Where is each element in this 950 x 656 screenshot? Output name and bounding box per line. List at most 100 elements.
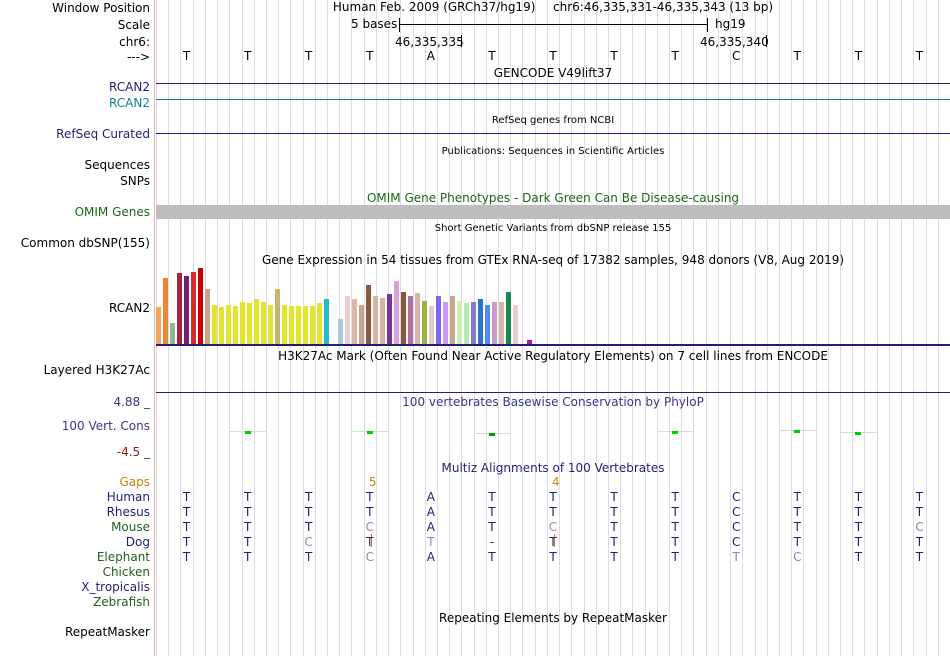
strand-arrow-label[interactable]: ---> [126, 50, 150, 64]
gtex-tissue-bar[interactable] [359, 304, 364, 344]
gtex-tissue-bar[interactable] [436, 295, 441, 344]
aligned-base: T [915, 550, 924, 564]
grid-line [498, 0, 500, 656]
gtex-tissue-bar[interactable] [492, 302, 497, 344]
gtex-tissue-bar[interactable] [156, 307, 161, 344]
species-label-dog[interactable]: Dog [125, 535, 150, 549]
gencode-gene-label-1[interactable]: RCAN2 [109, 80, 150, 94]
aligned-base: T [182, 535, 191, 549]
gtex-tissue-bar[interactable] [205, 288, 210, 344]
gtex-tissue-bar[interactable] [275, 288, 280, 344]
refseq-gene-line[interactable] [156, 133, 950, 134]
repeatmasker-track-label[interactable]: RepeatMasker [64, 625, 150, 639]
omim-gene-bar[interactable] [156, 205, 950, 219]
cons-score-mark[interactable] [672, 431, 679, 435]
refseq-track-label[interactable]: RefSeq Curated [56, 127, 150, 141]
gtex-bar-chart[interactable] [156, 266, 536, 344]
gtex-tissue-bar[interactable] [170, 323, 175, 344]
gtex-tissue-bar[interactable] [352, 299, 357, 344]
gtex-tissue-bar[interactable] [527, 340, 532, 344]
species-label-mouse[interactable]: Mouse [111, 520, 150, 534]
gtex-tissue-bar[interactable] [394, 281, 399, 344]
gtex-tissue-bar[interactable] [254, 299, 259, 344]
gtex-tissue-bar[interactable] [499, 302, 504, 344]
gencode-gene-model-2[interactable]: ‹‹‹‹‹‹‹‹‹‹‹‹‹‹‹‹‹‹‹‹‹‹‹‹‹‹‹‹‹‹‹‹‹‹‹‹‹‹‹‹… [156, 99, 950, 101]
gtex-tissue-bar[interactable] [198, 268, 203, 344]
omim-track-label[interactable]: OMIM Genes [74, 205, 150, 219]
species-label-human[interactable]: Human [106, 490, 150, 504]
grid-line [913, 0, 915, 656]
scale-label[interactable]: Scale [117, 18, 150, 32]
species-label-chicken[interactable]: Chicken [102, 565, 150, 579]
gtex-tissue-bar[interactable] [240, 302, 245, 344]
gtex-tissue-bar[interactable] [303, 306, 308, 344]
gtex-tissue-bar[interactable] [317, 303, 322, 344]
gtex-tissue-bar[interactable] [191, 271, 196, 344]
cons-score-mark[interactable] [794, 430, 801, 434]
gtex-tissue-bar[interactable] [247, 303, 252, 344]
gtex-tissue-bar[interactable] [415, 292, 420, 344]
gtex-tissue-bar[interactable] [177, 273, 182, 344]
gtex-tissue-bar[interactable] [338, 319, 343, 344]
gtex-tissue-bar[interactable] [296, 306, 301, 344]
gencode-gene-model-1[interactable]: ‹‹‹‹‹‹‹‹‹‹‹‹‹‹‹‹‹‹‹‹‹‹‹‹‹‹‹‹‹‹‹‹‹‹‹‹‹‹‹‹… [156, 83, 950, 85]
cons-score-mark[interactable] [244, 431, 251, 434]
gtex-tissue-bar[interactable] [380, 298, 385, 344]
gtex-tissue-bar[interactable] [457, 300, 462, 344]
gtex-tissue-bar[interactable] [219, 307, 224, 344]
gtex-tissue-bar[interactable] [506, 291, 511, 344]
species-label-zebrafish[interactable]: Zebrafish [93, 595, 150, 609]
gtex-tissue-bar[interactable] [366, 285, 371, 344]
gtex-tissue-bar[interactable] [464, 303, 469, 344]
gtex-tissue-bar[interactable] [261, 302, 266, 344]
cons-score-mark[interactable] [488, 432, 495, 436]
gap-count: 4 [552, 475, 560, 489]
gtex-tissue-bar[interactable] [163, 278, 168, 344]
gtex-tissue-bar[interactable] [513, 304, 518, 344]
gtex-tissue-bar[interactable] [289, 306, 294, 344]
gtex-tissue-bar[interactable] [212, 304, 217, 344]
gaps-label[interactable]: Gaps [119, 475, 150, 489]
gtex-tissue-bar[interactable] [429, 306, 434, 344]
gtex-tissue-bar[interactable] [310, 306, 315, 344]
omim-track-title: OMIM Gene Phenotypes - Dark Green Can Be… [366, 191, 740, 205]
gtex-tissue-bar[interactable] [233, 306, 238, 344]
gtex-tissue-bar[interactable] [422, 300, 427, 344]
species-label-x-tropicalis[interactable]: X_tropicalis [81, 580, 150, 594]
aligned-base: T [549, 490, 557, 504]
gtex-tissue-bar[interactable] [471, 302, 476, 344]
gtex-tissue-bar[interactable] [226, 304, 231, 344]
chr-label[interactable]: chr6: [119, 35, 150, 49]
gtex-tissue-bar[interactable] [408, 295, 413, 344]
gencode-gene-label-2[interactable]: RCAN2 [109, 96, 150, 110]
h3k27ac-track-label[interactable]: Layered H3K27Ac [43, 363, 150, 377]
gtex-tissue-bar[interactable] [478, 299, 483, 344]
cons-track-label[interactable]: 100 Vert. Cons [61, 419, 150, 433]
dbsnp-track-label[interactable]: Common dbSNP(155) [20, 236, 150, 250]
gtex-tissue-bar[interactable] [282, 304, 287, 344]
sequences-track-label[interactable]: Sequences [84, 158, 150, 172]
track-area[interactable]: Human Feb. 2009 (GRCh37/hg19) chr6:46,33… [156, 0, 950, 656]
gtex-tissue-bar[interactable] [373, 295, 378, 344]
gtex-tissue-bar[interactable] [387, 294, 392, 344]
species-label-rhesus[interactable]: Rhesus [106, 505, 150, 519]
species-label-elephant[interactable]: Elephant [96, 550, 150, 564]
gtex-tissue-bar[interactable] [345, 295, 350, 344]
gtex-tissue-bar[interactable] [401, 291, 406, 344]
cons-plot[interactable] [156, 415, 950, 455]
cons-score-mark[interactable] [855, 431, 862, 435]
gtex-tissue-bar[interactable] [443, 302, 448, 344]
gtex-tissue-bar[interactable] [450, 295, 455, 344]
grid-line [840, 0, 842, 656]
gtex-tissue-bar[interactable] [268, 304, 273, 344]
gtex-gene-label[interactable]: RCAN2 [109, 301, 150, 315]
grid-line [925, 0, 927, 656]
gtex-tissue-bar[interactable] [485, 304, 490, 344]
gtex-tissue-bar[interactable] [324, 299, 329, 344]
cons-score-mark[interactable] [366, 430, 373, 434]
snps-track-label[interactable]: SNPs [120, 174, 150, 188]
window-position-label[interactable]: Window Position [52, 1, 150, 15]
grid-line [717, 0, 719, 656]
gtex-tissue-bar[interactable] [184, 275, 189, 344]
